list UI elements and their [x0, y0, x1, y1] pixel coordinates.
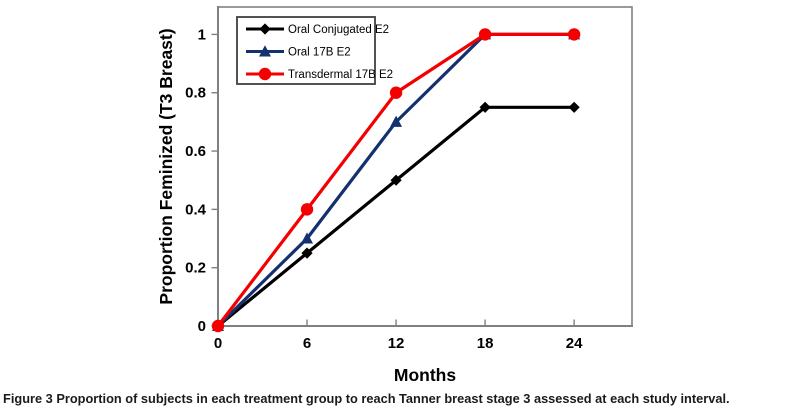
data-point-marker — [567, 28, 581, 41]
legend-marker — [259, 23, 271, 35]
y-tick-label: 0.2 — [185, 260, 206, 277]
legend-item: Oral 17B E2 — [246, 45, 351, 59]
figure-caption: Figure 3 Proportion of subjects in each … — [3, 391, 793, 407]
legend-item: Transdermal 17B E2 — [246, 67, 393, 81]
legend: Oral Conjugated E2 Oral 17B E2 Transdermal… — [236, 16, 393, 85]
line-chart: 0 6 12 18 24 0 0.2 0.4 0.6 0.8 1 Oral Conjugated E… — [156, 6, 633, 385]
series-diamond — [212, 101, 580, 332]
series-line — [216, 105, 575, 328]
data-point-marker — [390, 115, 403, 127]
data-point-marker — [211, 319, 225, 333]
data-point-marker — [389, 86, 403, 99]
x-tick-label: 12 — [388, 335, 405, 352]
y-axis-title: Proportion Feminized (T3 Breast) — [156, 28, 176, 304]
figure-caption-label: Figure 3 — [3, 391, 53, 406]
x-tick-label: 6 — [303, 335, 311, 352]
data-point-marker — [478, 28, 492, 41]
legend-item-label: Transdermal 17B E2 — [288, 69, 393, 81]
y-tick-label: 0 — [198, 318, 206, 335]
x-tick-label: 0 — [214, 335, 222, 352]
legend-item: Oral Conjugated E2 — [246, 23, 389, 36]
data-point-marker — [568, 101, 580, 113]
y-tick-label: 0.8 — [185, 85, 206, 102]
data-point-marker — [300, 203, 314, 216]
series-layer — [211, 28, 581, 333]
series-circle — [211, 28, 581, 333]
data-point-marker — [301, 247, 313, 259]
legend-marker — [259, 45, 271, 57]
y-tick-label: 0.4 — [185, 201, 207, 218]
legend-marker — [258, 67, 272, 81]
legend-item-label: Oral Conjugated E2 — [288, 24, 389, 36]
legend-item-label: Oral 17B E2 — [288, 47, 351, 59]
x-tick-label: 18 — [477, 335, 494, 352]
data-point-marker — [301, 232, 314, 244]
data-point-marker — [390, 174, 402, 186]
y-tick-label: 1 — [198, 26, 206, 43]
y-tick-label: 0.6 — [185, 143, 206, 160]
figure-caption-text: Proportion of subjects in each treatment… — [56, 391, 730, 406]
x-tick-label: 24 — [566, 335, 583, 352]
axes-layer: 0 6 12 18 24 0 0.2 0.4 0.6 0.8 1 — [185, 6, 633, 352]
x-axis-title: Months — [394, 365, 456, 385]
data-point-marker — [479, 101, 491, 113]
